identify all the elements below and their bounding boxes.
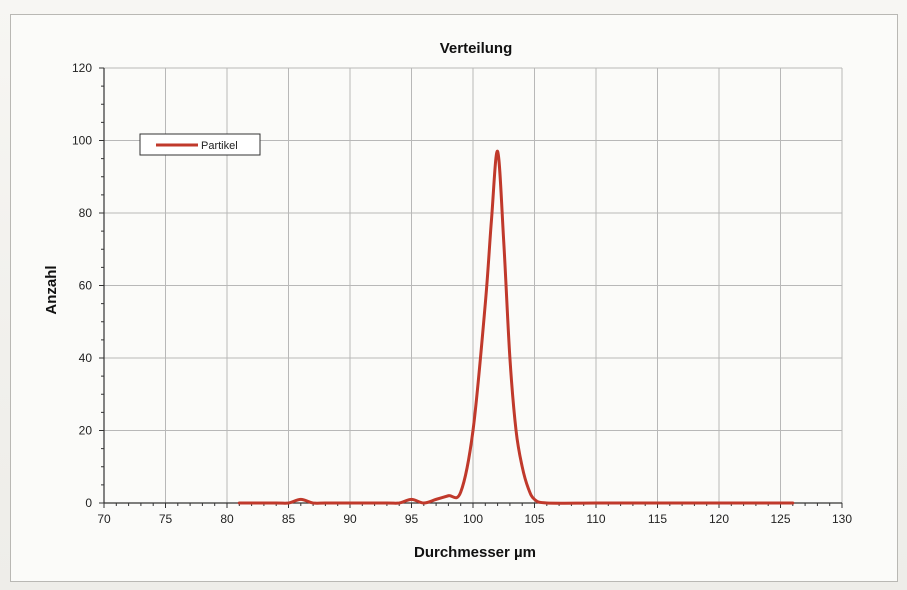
x-tick-label: 120 [709,512,729,526]
legend-label-partikel: Partikel [201,140,238,152]
x-tick-label: 75 [159,512,173,526]
x-tick-label: 105 [524,512,544,526]
x-tick-label: 100 [463,512,483,526]
y-tick-label: 0 [85,496,92,510]
x-axis-label: Durchmesser µm [414,544,536,561]
legend: Partikel [140,134,260,155]
x-tick-label: 110 [586,512,605,526]
y-tick-label: 40 [79,351,93,365]
x-tick-label: 95 [405,512,419,526]
x-tick-label: 115 [648,512,667,526]
x-tick-label: 85 [282,512,296,526]
x-tick-label: 80 [220,512,234,526]
series-group [239,151,793,503]
chart-title: Verteilung [440,40,513,57]
y-tick-label: 100 [72,134,92,148]
y-tick-label: 80 [79,206,93,220]
x-tick-labels: 70 75 80 85 90 95 100 105 110 115 120 125 130 [97,512,852,526]
series-line-partikel [239,151,793,503]
y-tick-label: 120 [72,61,92,75]
y-tick-labels: 0 20 40 60 80 100 120 [72,61,92,510]
y-axis-label: Anzahl [43,265,60,314]
y-tick-label: 20 [79,424,93,438]
y-tick-label: 60 [79,279,93,293]
x-tick-label: 90 [343,512,357,526]
x-tick-label: 130 [832,512,852,526]
x-tick-label: 70 [97,512,111,526]
x-tick-label: 125 [770,512,790,526]
